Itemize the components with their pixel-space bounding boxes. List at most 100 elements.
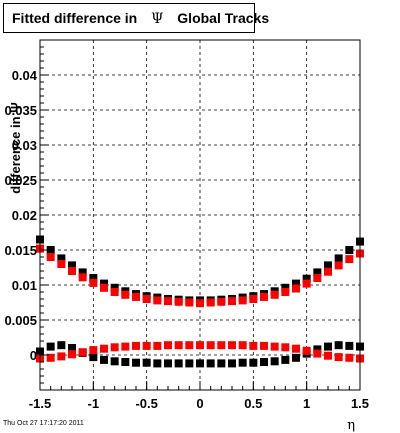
timestamp-footer: Thu Oct 27 17:17:20 2011: [3, 420, 84, 427]
tick-labels: -1.5 -1 -0.5 0 0.5 1 1.5 0 0.005 0.01 0.015 0.02 0.0…: [4, 68, 369, 411]
data-point-series-4: [132, 341, 140, 350]
title-symbol: Ψ: [151, 11, 164, 27]
data-point-series-2: [302, 279, 311, 288]
data-point-series-3: [89, 353, 98, 362]
data-point-series-1: [57, 254, 66, 263]
data-point-series-1: [89, 274, 98, 282]
data-point-series-3: [121, 358, 130, 366]
data-point-series-4: [334, 353, 343, 362]
data-point-series-4: [217, 341, 226, 350]
data-point-series-2: [164, 297, 172, 306]
data-point-series-2: [185, 298, 194, 307]
data-point-series-1: [46, 246, 55, 254]
data-point-series-4: [57, 352, 66, 361]
data-point-series-4: [78, 348, 87, 357]
data-point-series-4: [121, 342, 130, 351]
data-point-series-2: [249, 295, 258, 303]
y-tick-label: 0.04: [12, 68, 38, 83]
data-point-series-2: [313, 274, 322, 282]
data-point-series-2: [260, 292, 268, 301]
data-point-series-2: [110, 288, 119, 296]
title-prefix: Fitted difference in: [12, 10, 138, 26]
data-point-series-4: [164, 341, 172, 350]
data-point-series-2: [270, 290, 279, 299]
data-point-series-4: [345, 353, 354, 362]
data-point-series-4: [100, 344, 108, 353]
grid-lines: [40, 40, 360, 390]
data-point-series-3: [68, 344, 76, 352]
data-point-series-3: [270, 357, 279, 366]
data-point-series-1: [110, 283, 119, 292]
data-point-series-2: [292, 284, 300, 293]
data-point-series-3: [46, 342, 55, 351]
data-point-series-3: [185, 359, 194, 368]
x-axis-label: η: [347, 418, 355, 433]
data-point-series-3: [132, 358, 140, 367]
data-point-series-2: [100, 283, 108, 292]
data-point-series-2: [46, 253, 55, 261]
data-point-series-2: [238, 296, 247, 305]
data-point-series-2: [196, 299, 204, 308]
data-point-series-3: [260, 358, 268, 366]
data-point-series-1: [313, 268, 322, 277]
data-point-series-2: [89, 278, 98, 287]
title-suffix: Global Tracks: [177, 10, 270, 26]
data-point-series-2: [228, 297, 236, 306]
data-point-series-3: [142, 358, 151, 367]
data-point-series-3: [196, 359, 204, 368]
data-point-series-4: [174, 341, 183, 350]
data-point-series-3: [249, 358, 258, 367]
data-point-series-2: [153, 296, 162, 305]
data-point-series-3: [110, 357, 119, 366]
data-point-series-1: [292, 279, 300, 288]
data-point-series-3: [57, 341, 66, 350]
y-tick-label: 0.015: [4, 243, 37, 258]
y-tick-label: 0.02: [12, 208, 37, 223]
x-tick-label: 1.5: [351, 396, 369, 411]
data-point-series-3: [228, 359, 236, 368]
x-tick-label: 1: [303, 396, 310, 411]
data-point-series-4: [260, 341, 268, 350]
data-point-series-4: [302, 346, 311, 355]
data-point-series-4: [228, 341, 236, 350]
data-point-series-4: [153, 341, 162, 350]
data-point-series-4: [206, 341, 215, 350]
data-point-series-2: [345, 255, 354, 264]
data-point-series-2: [78, 273, 87, 282]
data-markers: [36, 235, 364, 368]
data-point-series-1: [281, 283, 290, 292]
data-point-series-4: [238, 341, 247, 350]
y-tick-label: 0: [30, 348, 37, 363]
data-point-series-3: [164, 359, 172, 368]
data-point-series-4: [46, 353, 55, 362]
data-point-series-2: [334, 261, 343, 270]
data-point-series-3: [345, 341, 354, 350]
data-point-series-3: [174, 359, 183, 368]
data-point-series-1: [302, 274, 311, 283]
data-point-series-1: [100, 279, 108, 288]
data-point-series-4: [249, 341, 258, 350]
data-point-series-2: [142, 295, 151, 303]
data-point-series-2: [68, 267, 76, 275]
data-point-series-2: [57, 260, 66, 268]
data-point-series-4: [89, 346, 98, 355]
data-point-series-4: [185, 341, 194, 350]
data-point-series-3: [292, 353, 300, 362]
data-point-series-3: [281, 355, 290, 364]
data-point-series-2: [217, 297, 226, 306]
data-point-series-3: [100, 355, 108, 364]
y-axis-label: difference in Ψ: [8, 102, 23, 193]
x-tick-label: -1: [88, 396, 100, 411]
data-point-series-3: [324, 342, 332, 351]
x-tick-label: 0: [196, 396, 203, 411]
x-tick-label: 0.5: [244, 396, 262, 411]
axis-ticks: [39, 39, 361, 391]
data-point-series-3: [217, 359, 226, 368]
data-point-series-1: [68, 261, 76, 270]
data-point-series-3: [206, 359, 215, 368]
data-point-series-4: [68, 350, 76, 359]
data-point-series-2: [174, 297, 183, 306]
x-tick-label: -1.5: [29, 396, 51, 411]
data-point-series-3: [238, 358, 247, 367]
